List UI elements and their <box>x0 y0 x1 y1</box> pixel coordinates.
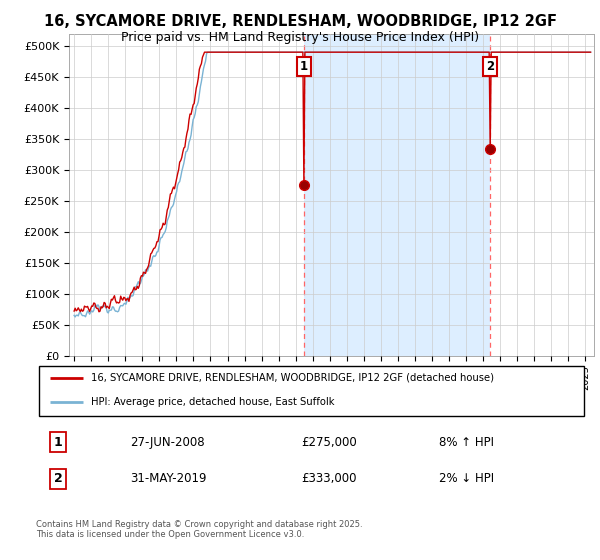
Text: Contains HM Land Registry data © Crown copyright and database right 2025.
This d: Contains HM Land Registry data © Crown c… <box>36 520 362 539</box>
Text: £333,000: £333,000 <box>301 472 356 485</box>
Bar <box>304 34 490 356</box>
Text: HPI: Average price, detached house, East Suffolk: HPI: Average price, detached house, East… <box>91 397 335 407</box>
Text: 16, SYCAMORE DRIVE, RENDLESHAM, WOODBRIDGE, IP12 2GF (detached house): 16, SYCAMORE DRIVE, RENDLESHAM, WOODBRID… <box>91 373 494 383</box>
Text: 1: 1 <box>300 60 308 73</box>
Text: 2% ↓ HPI: 2% ↓ HPI <box>439 472 494 485</box>
Text: Price paid vs. HM Land Registry's House Price Index (HPI): Price paid vs. HM Land Registry's House … <box>121 31 479 44</box>
Text: 2: 2 <box>486 60 494 73</box>
Text: 8% ↑ HPI: 8% ↑ HPI <box>439 436 494 449</box>
Text: £275,000: £275,000 <box>301 436 357 449</box>
FancyBboxPatch shape <box>39 366 584 416</box>
Text: 16, SYCAMORE DRIVE, RENDLESHAM, WOODBRIDGE, IP12 2GF: 16, SYCAMORE DRIVE, RENDLESHAM, WOODBRID… <box>44 14 557 29</box>
Text: 1: 1 <box>54 436 62 449</box>
Text: 31-MAY-2019: 31-MAY-2019 <box>130 472 206 485</box>
Text: 27-JUN-2008: 27-JUN-2008 <box>130 436 205 449</box>
Text: 2: 2 <box>54 472 62 485</box>
